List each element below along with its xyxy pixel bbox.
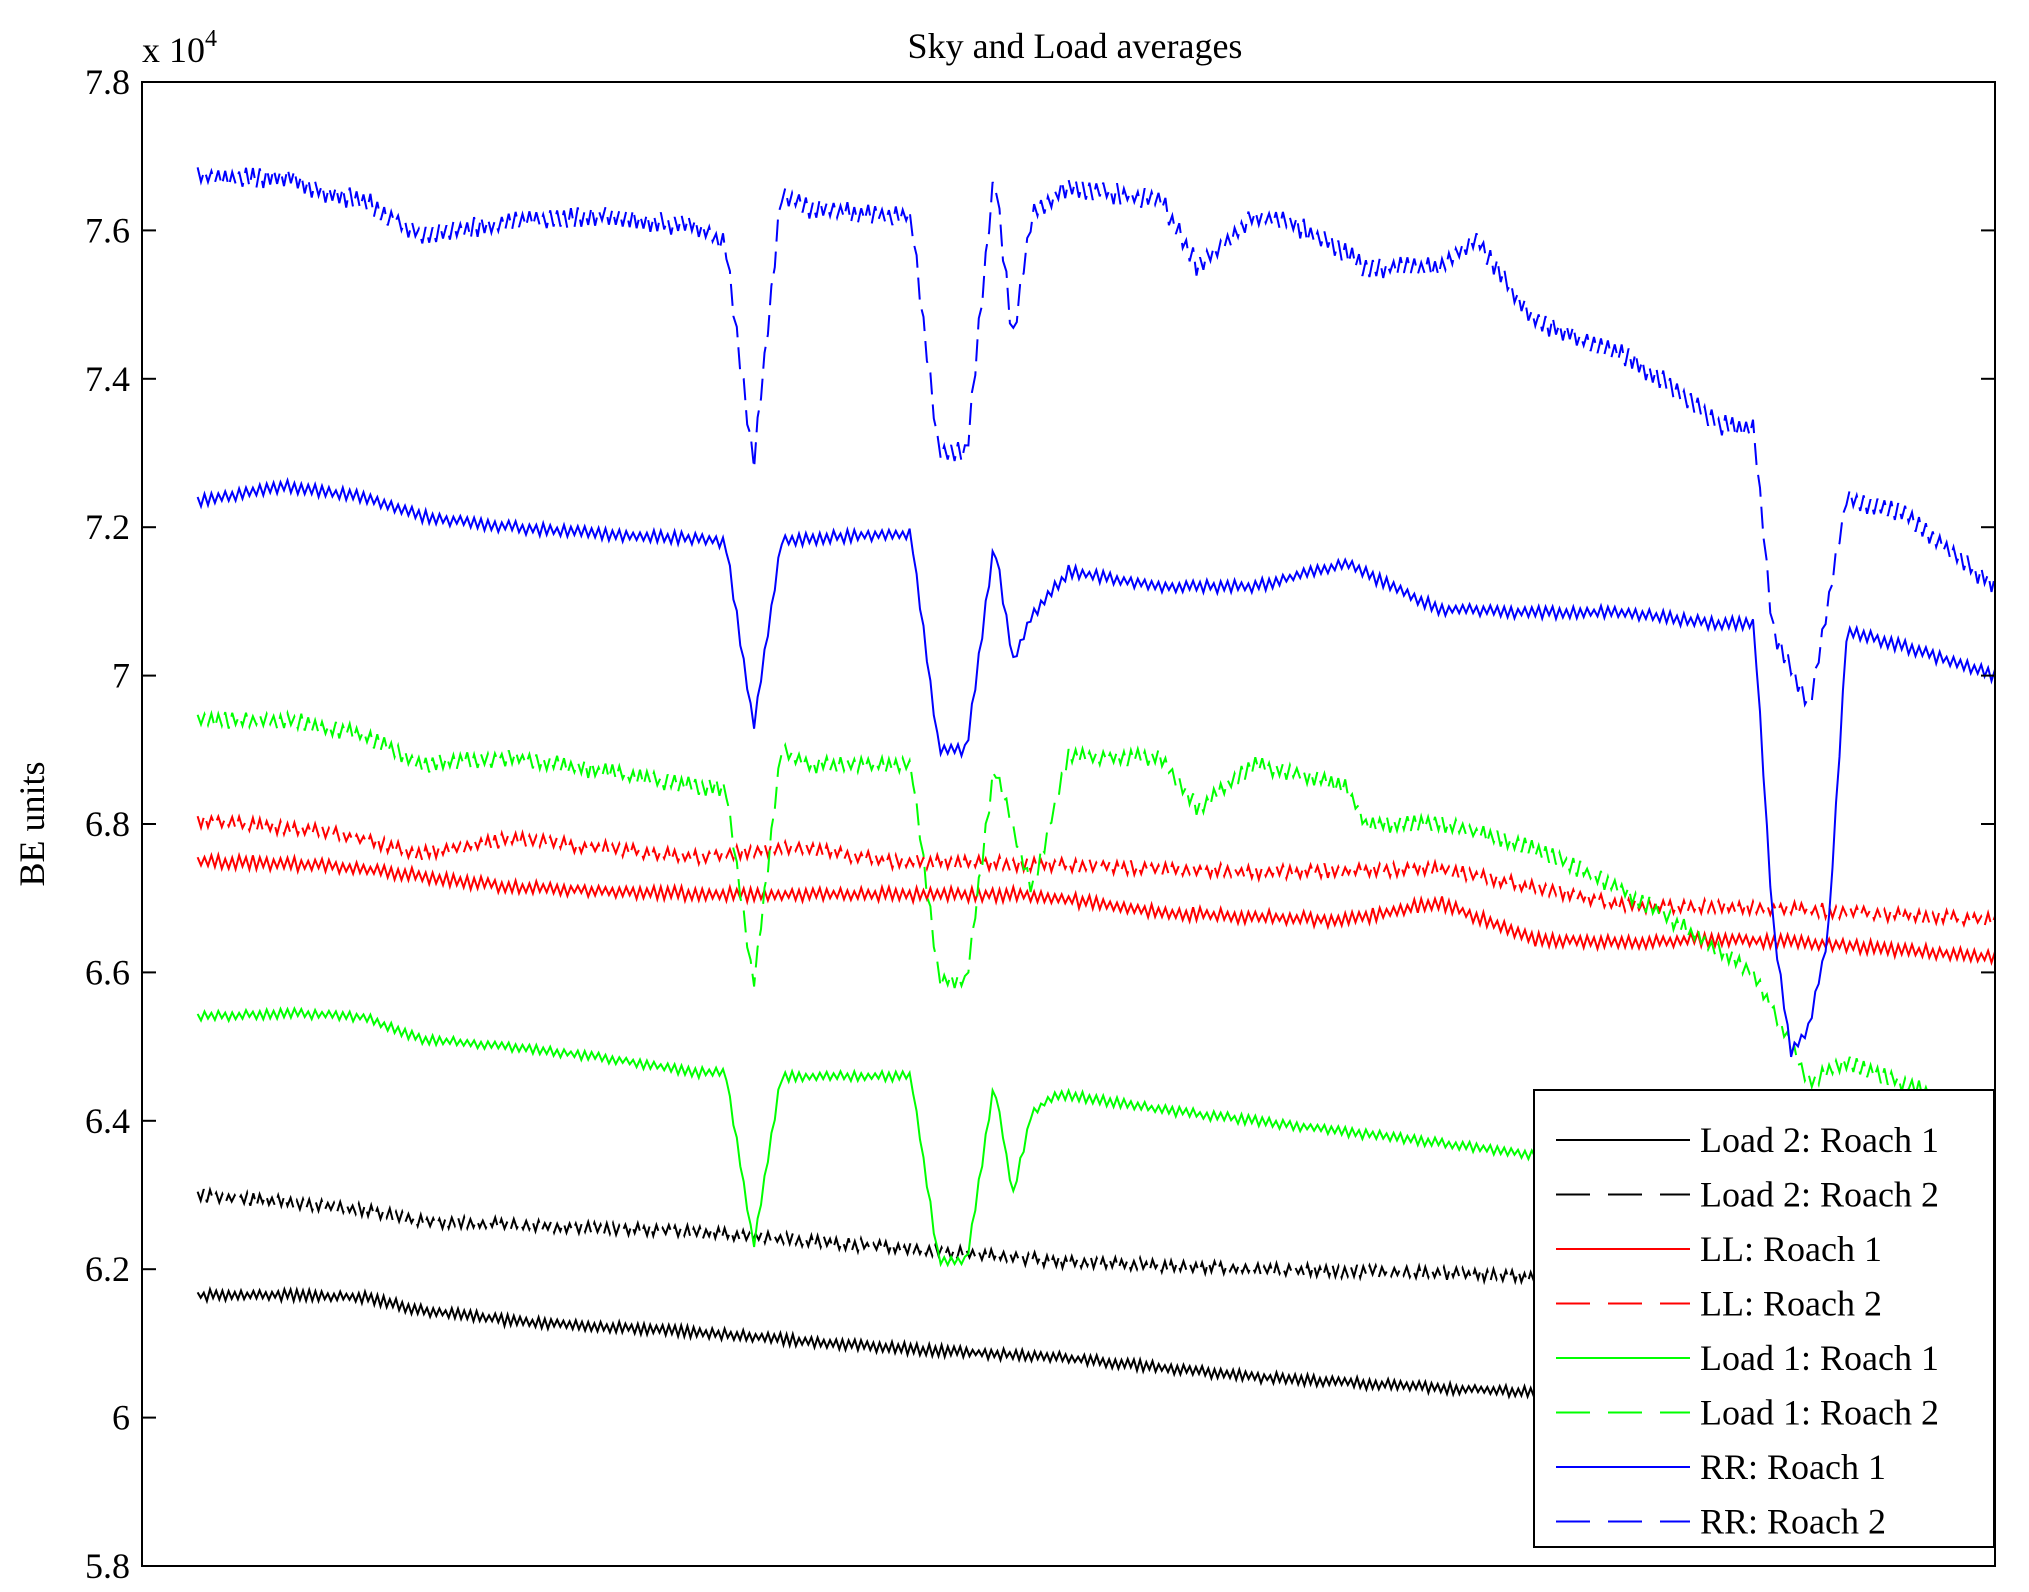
legend-label: LL: Roach 1 bbox=[1700, 1229, 1882, 1269]
y-tick-label: 6.4 bbox=[85, 1101, 130, 1141]
legend-label: Load 1: Roach 1 bbox=[1700, 1338, 1939, 1378]
y-tick-label: 7.8 bbox=[85, 62, 130, 102]
series-line bbox=[196, 709, 1996, 1121]
y-tick-label: 6 bbox=[112, 1398, 130, 1438]
series-line bbox=[196, 851, 1996, 967]
y-tick-label: 7.4 bbox=[85, 359, 130, 399]
legend-label: Load 1: Roach 2 bbox=[1700, 1393, 1939, 1433]
y-tick-label: 6.2 bbox=[85, 1249, 130, 1289]
series-line bbox=[196, 476, 1996, 1058]
y-axis-multiplier-base: x 10 bbox=[142, 30, 205, 70]
y-axis-multiplier: x 104 bbox=[142, 26, 217, 70]
legend-label: RR: Roach 2 bbox=[1700, 1502, 1886, 1542]
legend-label: Load 2: Roach 1 bbox=[1700, 1120, 1939, 1160]
y-axis-label: BE units bbox=[12, 761, 52, 886]
series-line bbox=[196, 810, 1996, 930]
chart-title: Sky and Load averages bbox=[908, 26, 1243, 66]
legend-box bbox=[1533, 1089, 1995, 1548]
y-axis: 5.8 6 6.2 6.4 6.6 6.8 7 7.2 7.4 7.6 7.8 bbox=[85, 62, 1995, 1586]
y-tick-label: 7 bbox=[112, 656, 130, 696]
legend-label: LL: Roach 2 bbox=[1700, 1284, 1882, 1324]
legend: Load 2: Roach 1 Load 2: Roach 2 LL: Roach … bbox=[1533, 1089, 1995, 1548]
y-tick-label: 7.6 bbox=[85, 210, 130, 250]
y-tick-label: 5.8 bbox=[85, 1546, 130, 1586]
legend-label: RR: Roach 1 bbox=[1700, 1447, 1886, 1487]
legend-label: Load 2: Roach 2 bbox=[1700, 1175, 1939, 1215]
y-tick-label: 7.2 bbox=[85, 507, 130, 547]
series-line bbox=[196, 166, 1996, 708]
y-tick-label: 6.6 bbox=[85, 952, 130, 992]
y-tick-label: 6.8 bbox=[85, 804, 130, 844]
y-axis-multiplier-exponent: 4 bbox=[205, 26, 217, 52]
